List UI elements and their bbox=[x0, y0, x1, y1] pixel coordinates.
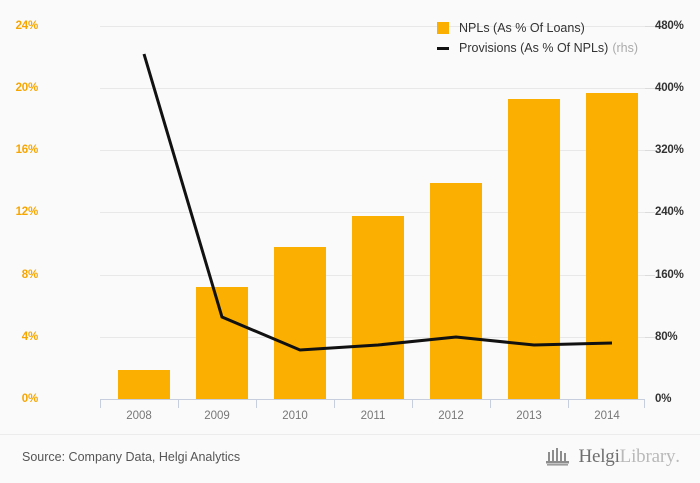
gridline bbox=[100, 212, 645, 213]
tick-stub bbox=[645, 26, 655, 27]
bar-2012 bbox=[430, 183, 482, 399]
footer-divider bbox=[0, 434, 700, 435]
x-axis-tick bbox=[178, 399, 179, 408]
tick-stub bbox=[645, 337, 655, 338]
y-axis-left-tick-20: 20% bbox=[15, 82, 39, 94]
gridline bbox=[100, 26, 645, 27]
legend: NPLs (As % Of Loans) Provisions (As % Of… bbox=[437, 18, 638, 58]
y-axis-right-tick-240: 240% bbox=[655, 206, 684, 218]
plot-area bbox=[100, 26, 645, 400]
legend-label-npls: NPLs (As % Of Loans) bbox=[459, 21, 585, 35]
x-axis-edge-left bbox=[100, 399, 101, 408]
y-axis-left-tick-12: 12% bbox=[15, 206, 39, 218]
x-axis-label-2012: 2012 bbox=[438, 410, 464, 422]
y-axis-right-tick-320: 320% bbox=[655, 144, 684, 156]
logo-text-helgi: Helgi bbox=[578, 446, 620, 467]
provisions-line-series bbox=[142, 53, 613, 352]
tick-stub bbox=[645, 275, 655, 276]
legend-swatch-line-icon bbox=[437, 46, 449, 50]
bars-layer bbox=[100, 26, 645, 399]
source-note: Source: Company Data, Helgi Analytics bbox=[22, 450, 241, 464]
y-axis-right-tick-480: 480% bbox=[655, 20, 684, 32]
helgi-library-logo[interactable]: Helgi Library . bbox=[545, 446, 680, 468]
tick-stub bbox=[645, 150, 655, 151]
x-axis-label-2011: 2011 bbox=[360, 410, 386, 422]
tick-stub bbox=[645, 212, 655, 213]
legend-swatch-bar-icon bbox=[437, 22, 449, 34]
x-axis-edge-right bbox=[644, 399, 645, 408]
legend-item-npls[interactable]: NPLs (As % Of Loans) bbox=[437, 18, 638, 38]
bar-2014 bbox=[586, 93, 638, 399]
y-axis-right-tick-400: 400% bbox=[655, 82, 684, 94]
x-axis-tick bbox=[568, 399, 569, 408]
y-axis-right-tick-80: 80% bbox=[655, 331, 678, 343]
y-axis-left-tick-24: 24% bbox=[15, 20, 39, 32]
legend-label-rhs: (rhs) bbox=[612, 41, 639, 55]
logo-text-dot: . bbox=[675, 446, 680, 467]
library-building-icon bbox=[546, 448, 570, 466]
tick-stub bbox=[645, 88, 655, 89]
x-axis-label-2010: 2010 bbox=[282, 410, 308, 422]
bar-2011 bbox=[352, 216, 404, 399]
y-axis-left-tick-8: 8% bbox=[21, 269, 38, 281]
gridline bbox=[100, 88, 645, 89]
legend-item-provisions[interactable]: Provisions (As % Of NPLs) (rhs) bbox=[437, 38, 638, 58]
bar-2009 bbox=[196, 287, 248, 399]
x-axis-label-2013: 2013 bbox=[516, 410, 542, 422]
bar-2013 bbox=[508, 99, 560, 399]
x-axis-line bbox=[100, 399, 645, 400]
x-axis-label-2008: 2008 bbox=[126, 410, 152, 422]
x-axis-tick bbox=[334, 399, 335, 408]
x-axis-label-2009: 2009 bbox=[204, 410, 230, 422]
bar-2010 bbox=[274, 247, 326, 399]
x-axis-tick bbox=[256, 399, 257, 408]
x-axis: 2008 2009 2010 2011 2012 2013 2014 bbox=[100, 399, 645, 431]
provisions-line bbox=[142, 53, 613, 352]
bar-2008 bbox=[118, 370, 170, 399]
x-axis-label-2014: 2014 bbox=[594, 410, 620, 422]
y-axis-right-tick-0: 0% bbox=[655, 393, 672, 405]
legend-label-provisions: Provisions (As % Of NPLs) bbox=[459, 41, 609, 55]
logo-text-library: Library bbox=[619, 446, 676, 467]
x-axis-tick bbox=[412, 399, 413, 408]
y-axis-left-tick-4: 4% bbox=[21, 331, 38, 343]
gridline bbox=[100, 150, 645, 151]
y-axis-left-tick-0: 0% bbox=[21, 393, 38, 405]
y-axis-right-tick-160: 160% bbox=[655, 269, 684, 281]
x-axis-tick bbox=[490, 399, 491, 408]
y-axis-left-tick-16: 16% bbox=[15, 144, 39, 156]
